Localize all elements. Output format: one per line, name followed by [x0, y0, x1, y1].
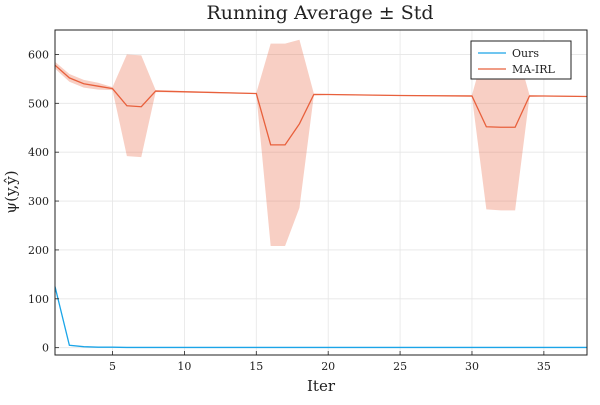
x-tick-label: 5 — [109, 360, 116, 373]
y-tick-label: 400 — [28, 146, 49, 159]
y-axis-label: ψ(y,ŷ) — [2, 170, 20, 213]
chart-title: Running Average ± Std — [206, 2, 433, 24]
y-tick-label: 600 — [28, 48, 49, 61]
x-tick-label: 30 — [465, 360, 479, 373]
x-tick-layer: 5 10 15 20 25 30 35 — [109, 351, 551, 373]
y-tick-layer: 0 100 200 300 400 500 600 — [28, 48, 59, 355]
legend-label-ours: Ours — [512, 47, 539, 60]
series-line-ours — [54, 286, 587, 349]
legend-label-ma-irl: MA-IRL — [512, 63, 556, 76]
y-tick-label: 100 — [28, 293, 49, 306]
y-tick-label: 300 — [28, 195, 49, 208]
x-tick-label: 20 — [321, 360, 335, 373]
x-axis-label: Iter — [307, 377, 336, 395]
legend: Ours MA-IRL — [470, 40, 572, 80]
plot-frame — [54, 29, 588, 356]
x-tick-label: 25 — [393, 360, 407, 373]
y-tick-label: 200 — [28, 244, 49, 257]
y-tick-label: 500 — [28, 97, 49, 110]
x-tick-label: 35 — [537, 360, 551, 373]
legend-box — [470, 40, 572, 80]
series-line-ma-irl — [54, 64, 588, 146]
line-layer — [54, 64, 588, 349]
y-tick-label: 0 — [42, 342, 49, 355]
x-tick-label: 15 — [249, 360, 263, 373]
x-tick-label: 10 — [177, 360, 191, 373]
